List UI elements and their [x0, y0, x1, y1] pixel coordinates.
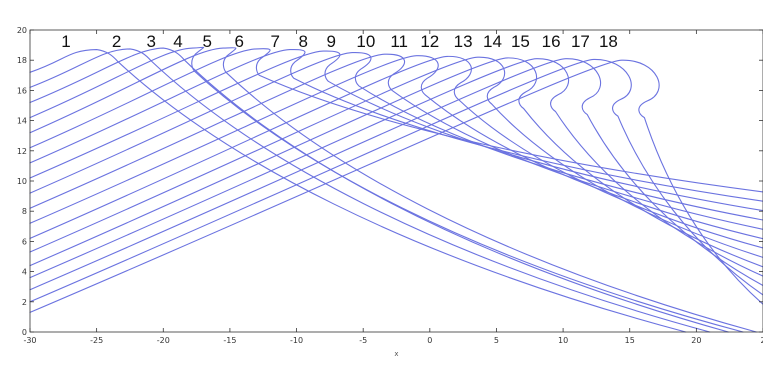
curve-number-label-16: 16	[542, 32, 561, 51]
curve-number-label-11: 11	[390, 32, 408, 51]
y-tick-label: 16	[17, 86, 27, 95]
wave-profile-line-11	[29, 55, 763, 240]
curve-labels-group: 1 2 3 4 5 6 7 8 9 10 11 12 13 14 15 16 17 18	[61, 32, 618, 51]
curve-number-label-3: 3	[147, 32, 156, 51]
wave-profile-line-14	[29, 57, 763, 268]
y-tick-label: 18	[17, 56, 27, 65]
curve-number-label-12: 12	[420, 32, 439, 51]
x-tick-label: 2	[760, 336, 763, 345]
wave-profile-line-15	[29, 58, 763, 279]
x-tick-label: -10	[290, 336, 303, 345]
x-tick-label: -15	[223, 336, 236, 345]
y-tick-label: 2	[22, 298, 27, 307]
curve-number-label-1: 1	[61, 32, 70, 51]
plot-area	[30, 30, 763, 332]
x-tick-label: 0	[427, 336, 432, 345]
curves-group	[29, 46, 763, 333]
curve-number-label-10: 10	[356, 32, 375, 51]
curve-number-label-2: 2	[112, 32, 121, 51]
wave-profile-line-16	[29, 58, 763, 291]
x-tick-label: -5	[359, 336, 367, 345]
x-tick-label: 5	[494, 336, 499, 345]
wave-profile-line-1	[29, 49, 687, 333]
curve-number-label-14: 14	[483, 32, 502, 51]
wave-profile-line-12	[29, 55, 763, 249]
wave-profile-line-13	[29, 56, 763, 258]
wave-profile-line-8	[29, 50, 763, 212]
y-tick-label: 20	[17, 26, 27, 35]
y-tick-label: 14	[17, 117, 27, 126]
y-tick-label: 6	[22, 237, 27, 246]
wave-profile-line-6	[29, 48, 763, 193]
x-tick-label: -25	[90, 336, 103, 345]
y-tick-label: 12	[17, 147, 27, 156]
curve-number-label-15: 15	[511, 32, 530, 51]
wave-profile-line-10	[29, 53, 763, 230]
wave-profile-line-5	[29, 47, 757, 333]
axes-group: -30-25-20-15-10-505101520202468101214161…	[17, 26, 763, 358]
wave-profile-line-18	[29, 59, 763, 313]
x-tick-label: 20	[691, 336, 701, 345]
x-tick-label: 15	[625, 336, 635, 345]
y-tick-label: 8	[22, 207, 27, 216]
x-axis-label: x	[394, 350, 398, 358]
y-tick-label: 10	[17, 177, 27, 186]
wave-profile-line-2	[29, 48, 711, 333]
x-tick-label: 10	[558, 336, 568, 345]
y-tick-label: 4	[22, 268, 27, 277]
wave-profile-line-4	[29, 46, 744, 333]
curve-number-label-8: 8	[298, 32, 307, 51]
y-tick-label: 0	[22, 328, 27, 337]
curve-number-label-7: 7	[270, 32, 279, 51]
curve-number-label-6: 6	[235, 32, 244, 51]
curve-number-label-13: 13	[454, 32, 473, 51]
curve-number-label-9: 9	[326, 32, 335, 51]
x-tick-label: -20	[157, 336, 170, 345]
curve-number-label-18: 18	[599, 32, 618, 51]
curve-number-label-17: 17	[571, 32, 590, 51]
x-tick-label: -30	[23, 336, 36, 345]
curve-number-label-4: 4	[173, 32, 182, 51]
wave-profile-line-17	[29, 58, 763, 303]
curve-number-label-5: 5	[203, 32, 212, 51]
wave-profile-line-7	[29, 48, 763, 202]
wave-profile-line-3	[29, 47, 729, 333]
